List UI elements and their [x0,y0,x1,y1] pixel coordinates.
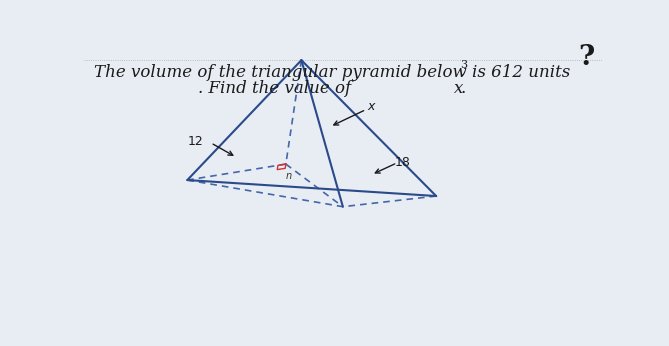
Text: n: n [286,171,292,181]
Text: ?: ? [578,44,594,71]
Text: x: x [368,100,375,113]
Text: .: . [460,80,466,97]
Text: 18: 18 [395,156,410,169]
Text: 3: 3 [460,60,467,70]
Text: x: x [454,80,464,97]
Text: The volume of the triangular pyramid below is 612 units: The volume of the triangular pyramid bel… [94,64,570,81]
Text: . Find the value of: . Find the value of [198,80,356,97]
Text: 12: 12 [187,135,203,148]
